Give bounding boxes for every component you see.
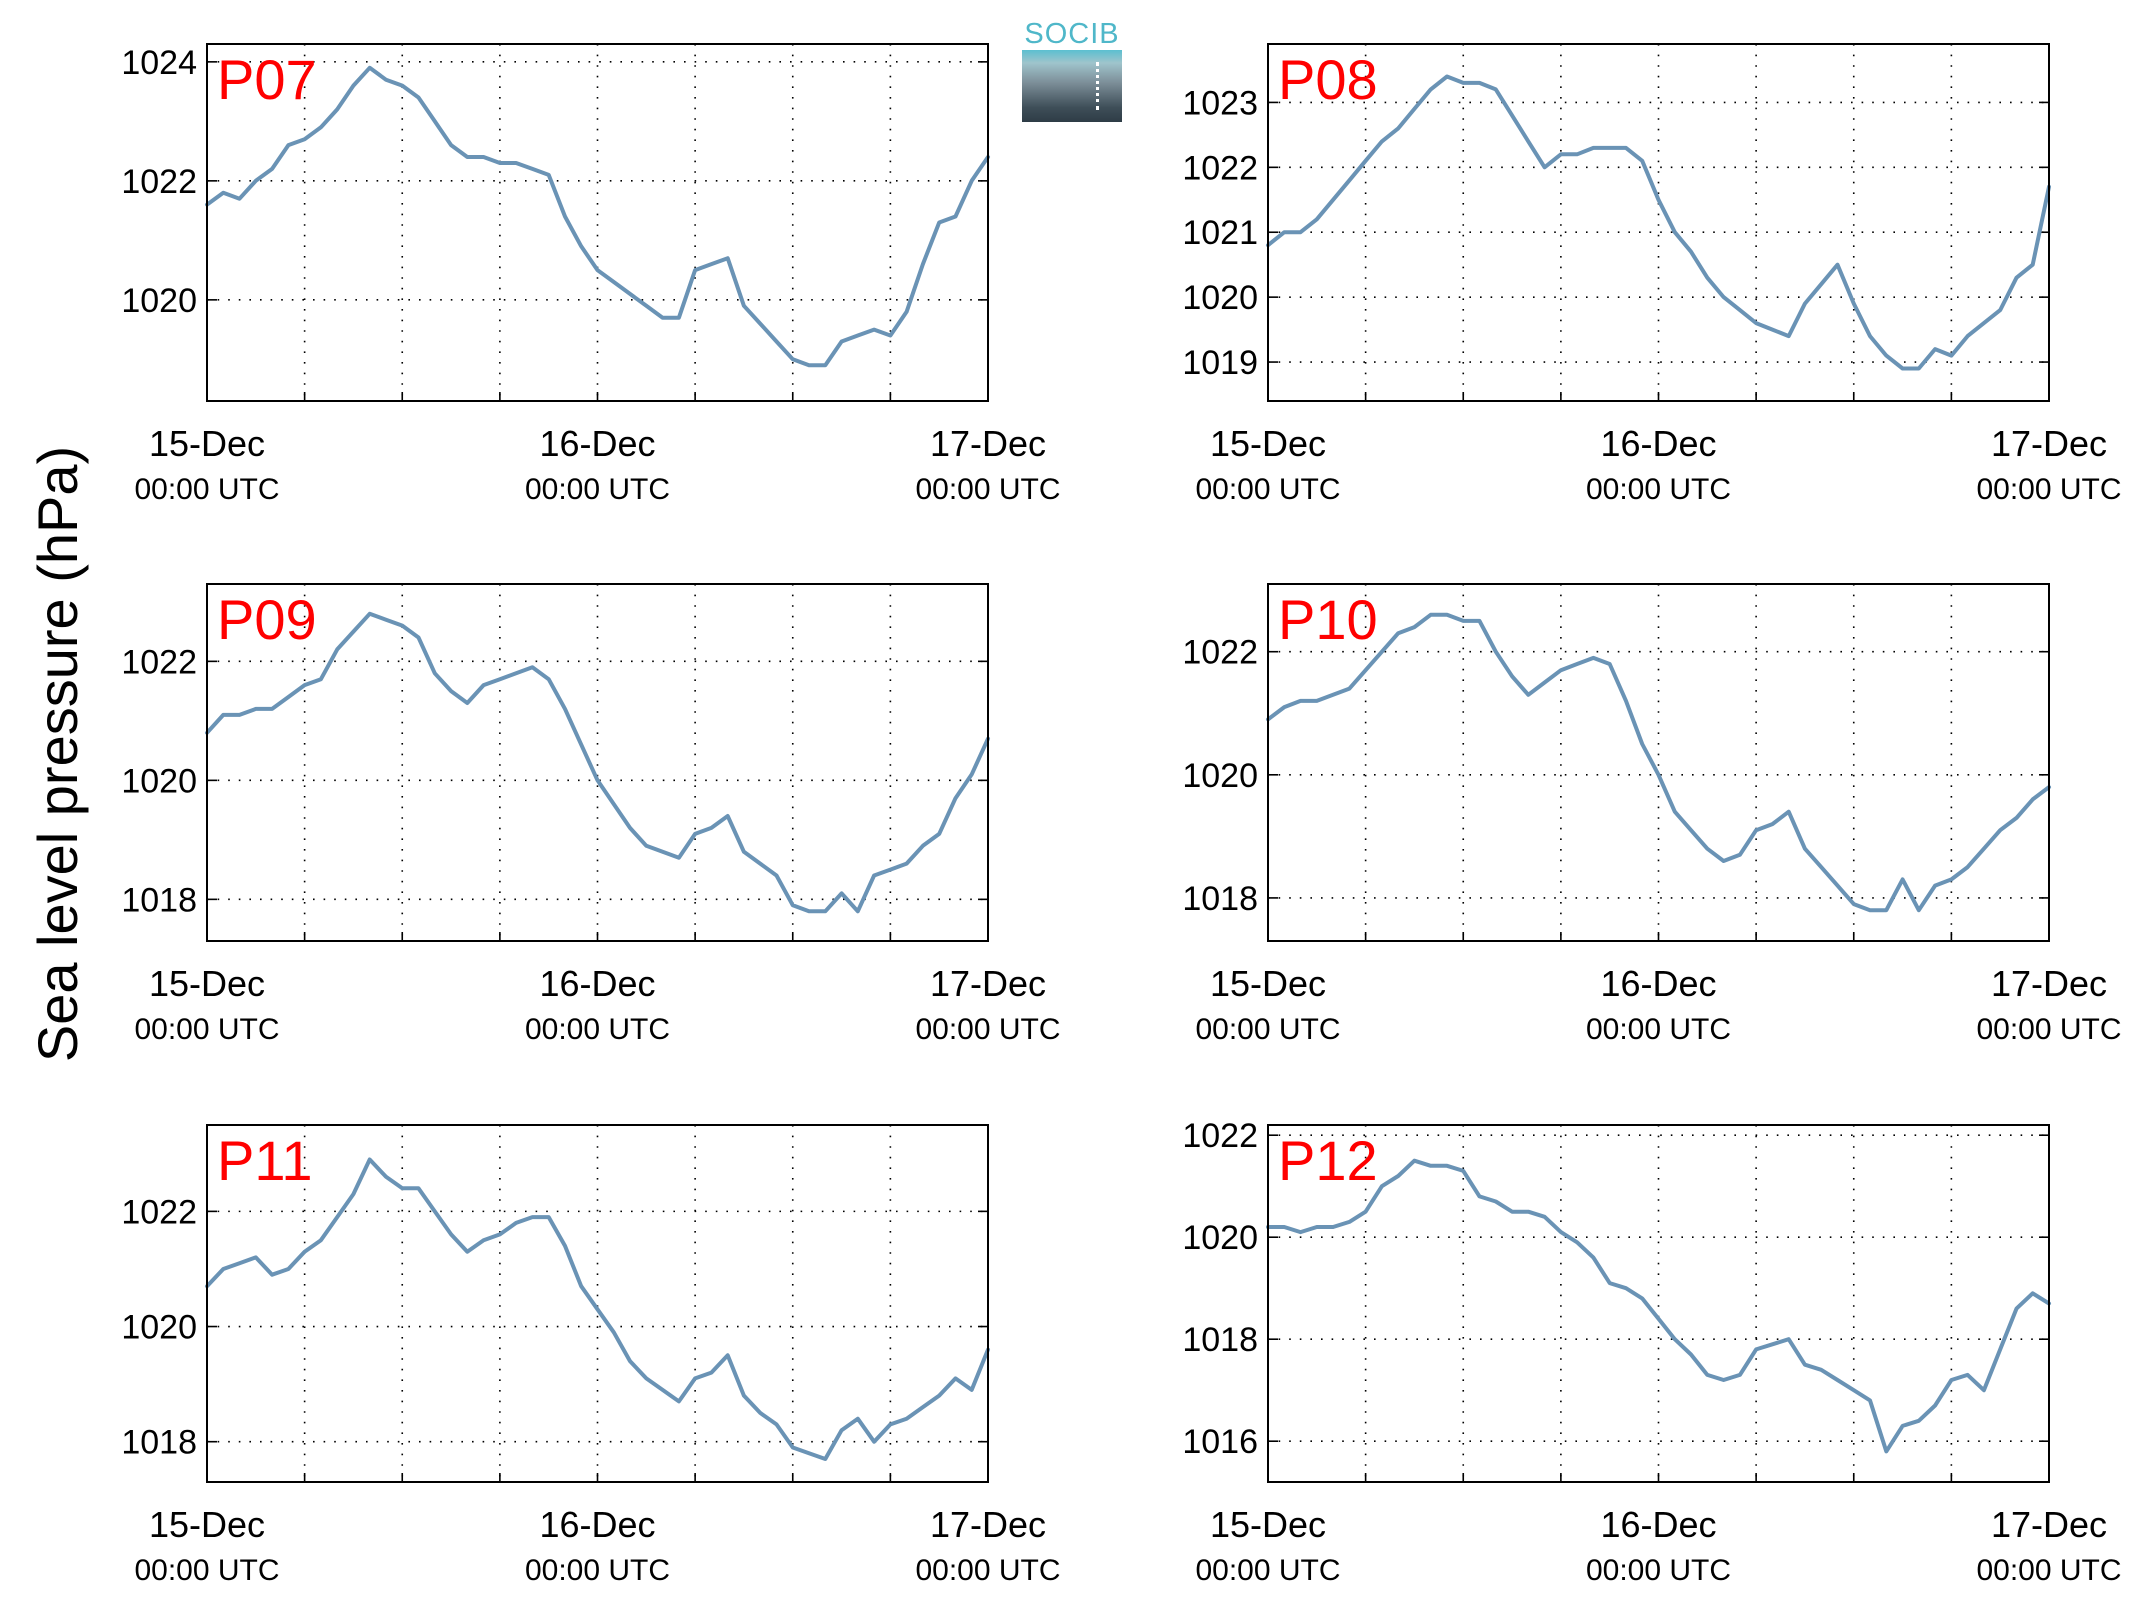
- p10-axes-box: [1267, 583, 2050, 942]
- p08-ytick-label: 1019: [1182, 344, 1258, 382]
- p08-xtick-date: 15-Dec: [1210, 423, 1326, 464]
- p07-ytick-label: 1022: [121, 163, 197, 201]
- p08-xtick-time: 00:00 UTC: [1586, 473, 1731, 506]
- p07-ytick-label: 1024: [121, 44, 197, 82]
- p09-xtick-time: 00:00 UTC: [525, 1013, 670, 1046]
- p12-axes-box: [1267, 1124, 2050, 1483]
- p08-ytick-label: 1020: [1182, 279, 1258, 317]
- p11-xtick-date: 16-Dec: [539, 1504, 655, 1545]
- p08-series-line: [1266, 74, 2051, 371]
- p11-series-line: [205, 1157, 990, 1461]
- p10-xtick-date: 16-Dec: [1600, 963, 1716, 1004]
- p09-xtick-date: 16-Dec: [539, 963, 655, 1004]
- p12-xtick-time: 00:00 UTC: [1976, 1554, 2121, 1587]
- p12-ytick-label: 1022: [1182, 1117, 1258, 1155]
- logo-text: SOCIB: [1024, 18, 1120, 50]
- p07-xtick-date: 15-Dec: [149, 423, 265, 464]
- p07-ytick-label: 1020: [121, 282, 197, 320]
- p11-xtick-date: 15-Dec: [149, 1504, 265, 1545]
- p09-ytick-label: 1022: [121, 643, 197, 681]
- p10-xtick-time: 00:00 UTC: [1976, 1013, 2121, 1046]
- p12-xtick-date: 17-Dec: [1991, 1504, 2107, 1545]
- p12-panel-label: P12: [1278, 1129, 1378, 1192]
- p09-xtick-time: 00:00 UTC: [915, 1013, 1060, 1046]
- p11-xtick-date: 17-Dec: [930, 1504, 1046, 1545]
- p11-xtick-time: 00:00 UTC: [525, 1554, 670, 1587]
- p11-ytick-label: 1018: [121, 1424, 197, 1462]
- p08-xtick-time: 00:00 UTC: [1195, 473, 1340, 506]
- p10-xtick-time: 00:00 UTC: [1195, 1013, 1340, 1046]
- p10-xtick-date: 15-Dec: [1210, 963, 1326, 1004]
- p09-ytick-label: 1018: [121, 881, 197, 919]
- p12-xtick-date: 15-Dec: [1210, 1504, 1326, 1545]
- p08-ytick-label: 1021: [1182, 214, 1258, 252]
- p07-xtick-time: 00:00 UTC: [134, 473, 279, 506]
- p08-xtick-date: 17-Dec: [1991, 423, 2107, 464]
- p09-xtick-date: 17-Dec: [930, 963, 1046, 1004]
- logo-graphic: [1022, 50, 1122, 122]
- p09-series-line: [205, 611, 990, 914]
- p10-ytick-label: 1020: [1182, 757, 1258, 795]
- p09-panel-label: P09: [217, 588, 317, 651]
- p12-xtick-date: 16-Dec: [1600, 1504, 1716, 1545]
- p09-xtick-time: 00:00 UTC: [134, 1013, 279, 1046]
- p10-xtick-date: 17-Dec: [1991, 963, 2107, 1004]
- p07-series-line: [205, 65, 990, 368]
- p10-panel-label: P10: [1278, 588, 1378, 651]
- p11-xtick-time: 00:00 UTC: [915, 1554, 1060, 1587]
- p12-ytick-label: 1020: [1182, 1219, 1258, 1257]
- p08-xtick-time: 00:00 UTC: [1976, 473, 2121, 506]
- p09-xtick-date: 15-Dec: [149, 963, 265, 1004]
- p10-xtick-time: 00:00 UTC: [1586, 1013, 1731, 1046]
- p07-xtick-time: 00:00 UTC: [915, 473, 1060, 506]
- p07-xtick-date: 16-Dec: [539, 423, 655, 464]
- p10-ytick-label: 1022: [1182, 634, 1258, 672]
- p10-ytick-label: 1018: [1182, 880, 1258, 918]
- p08-ytick-label: 1022: [1182, 149, 1258, 187]
- p08-xtick-date: 16-Dec: [1600, 423, 1716, 464]
- socib-logo: SOCIB: [1022, 18, 1122, 122]
- p08-panel-label: P08: [1278, 48, 1378, 111]
- p12-ytick-label: 1016: [1182, 1423, 1258, 1461]
- p12-xtick-time: 00:00 UTC: [1586, 1554, 1731, 1587]
- p12-series-line: [1266, 1158, 2051, 1454]
- p07-xtick-date: 17-Dec: [930, 423, 1046, 464]
- y-axis-label: Sea level pressure (hPa): [26, 445, 89, 1063]
- p10-series-line: [1266, 612, 2051, 913]
- p07-axes-box: [206, 43, 989, 402]
- p09-ytick-label: 1020: [121, 762, 197, 800]
- p11-axes-box: [206, 1124, 989, 1483]
- p11-ytick-label: 1020: [121, 1309, 197, 1347]
- p11-ytick-label: 1022: [121, 1193, 197, 1231]
- p07-panel-label: P07: [217, 48, 317, 111]
- p09-axes-box: [206, 583, 989, 942]
- p07-xtick-time: 00:00 UTC: [525, 473, 670, 506]
- p11-xtick-time: 00:00 UTC: [134, 1554, 279, 1587]
- p12-xtick-time: 00:00 UTC: [1195, 1554, 1340, 1587]
- p11-panel-label: P11: [217, 1129, 312, 1192]
- p12-ytick-label: 1018: [1182, 1321, 1258, 1359]
- p08-ytick-label: 1023: [1182, 84, 1258, 122]
- p08-axes-box: [1267, 43, 2050, 402]
